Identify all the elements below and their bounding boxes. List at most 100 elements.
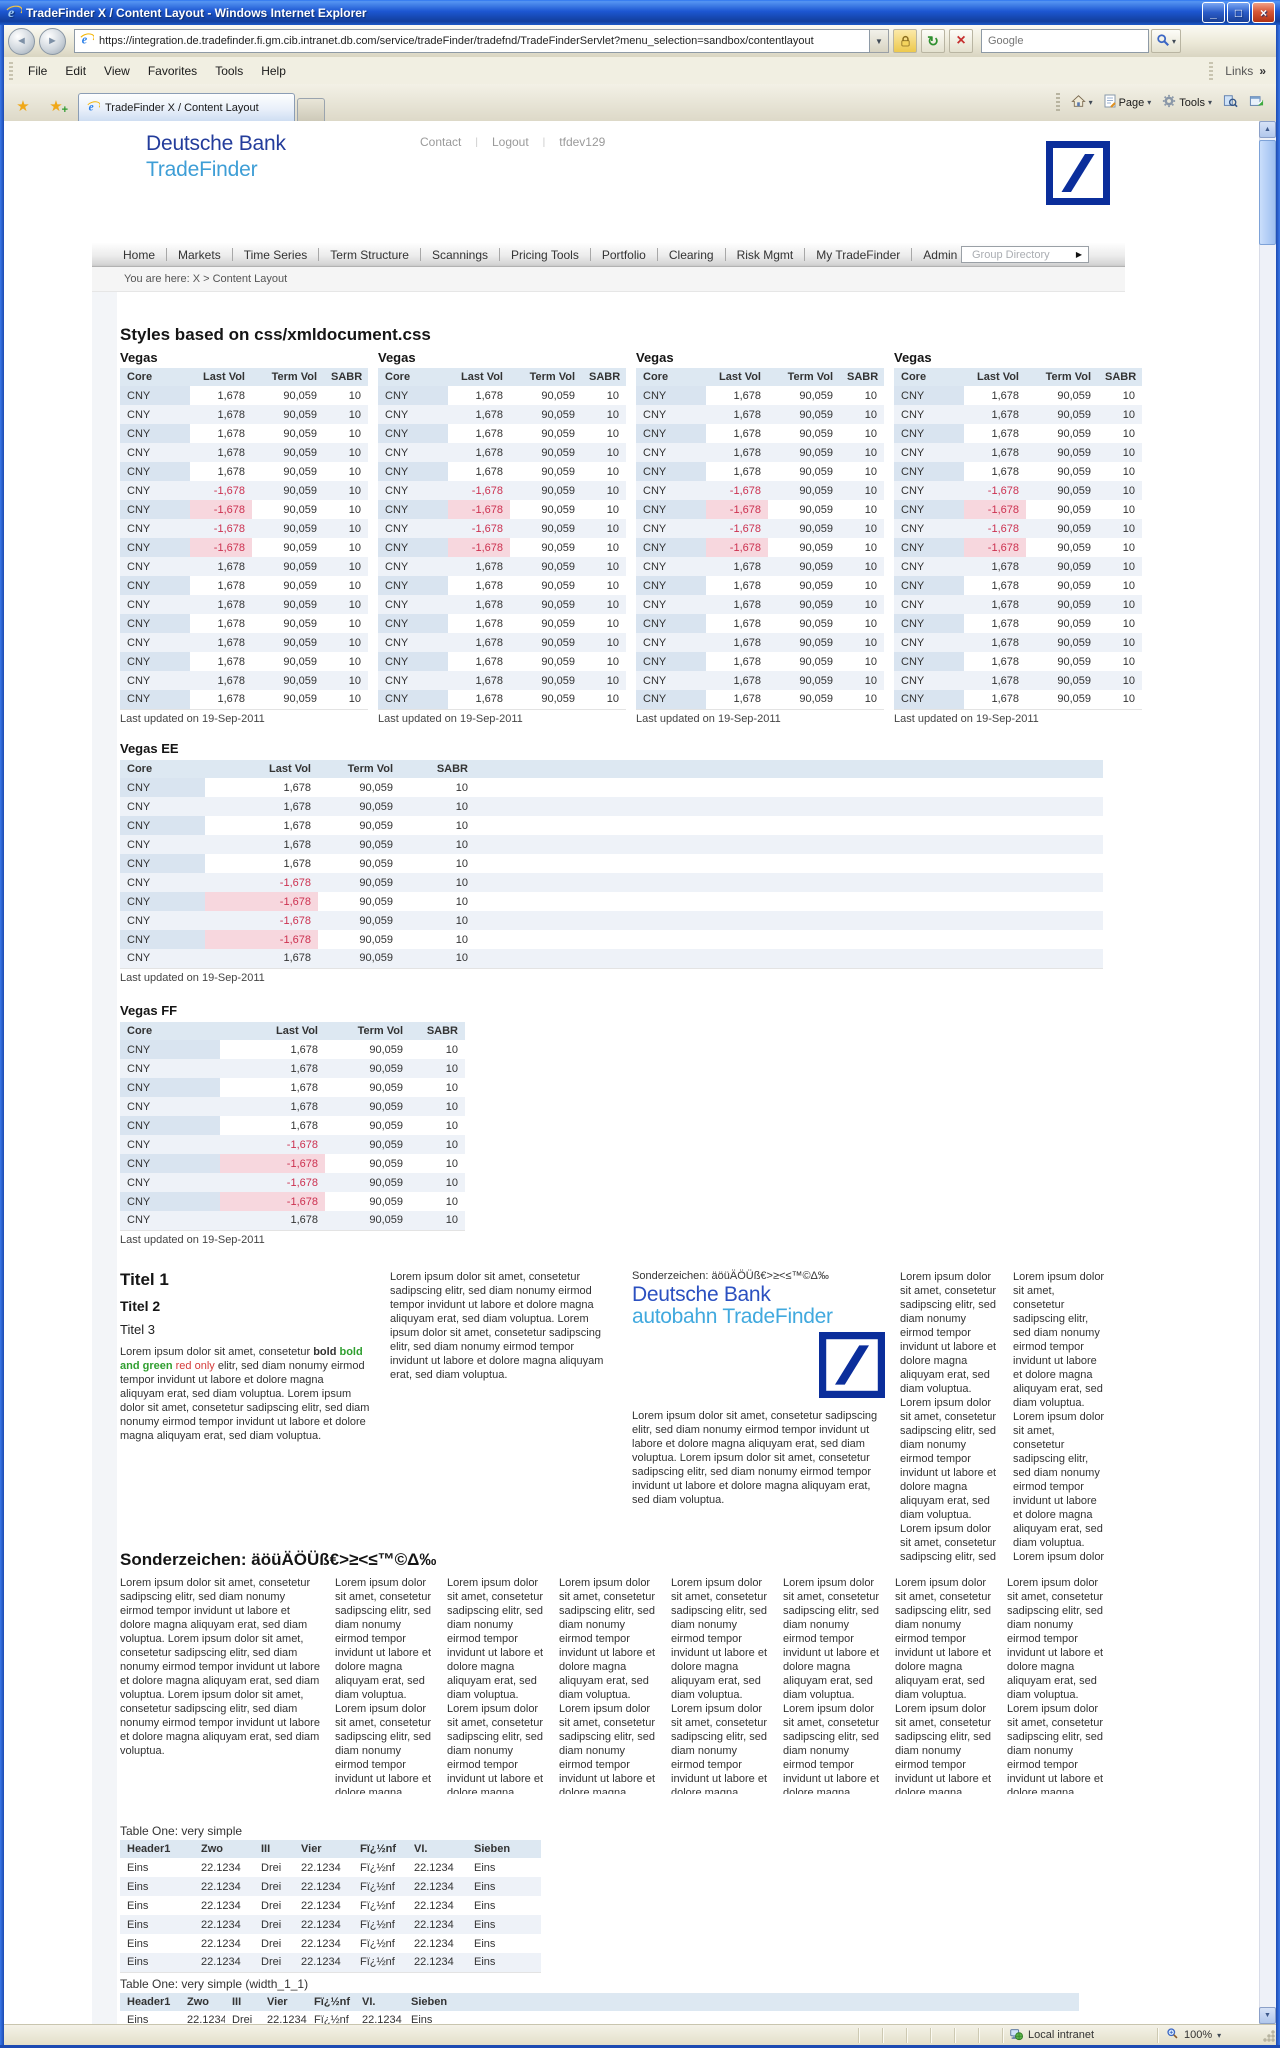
column-header: Term Vol: [252, 368, 324, 386]
table-row: CNY 1,678 90,059 10: [636, 576, 884, 595]
back-button[interactable]: ◄: [8, 27, 35, 55]
table-row: CNY 1,678 90,059 10: [120, 778, 1103, 797]
vegas-ee-table: Core Last Vol Term Vol SABR CNY 1,678 90,059 10…: [120, 760, 1103, 969]
table-header-row: Core Last Vol Term Vol SABR: [120, 760, 1103, 778]
cell: 10: [1098, 671, 1142, 690]
add-favorite-button[interactable]: ★ +: [43, 94, 69, 118]
forward-button[interactable]: ►: [39, 27, 66, 55]
vertical-scrollbar[interactable]: ▲ ▼: [1259, 121, 1276, 2024]
scroll-up-button[interactable]: ▲: [1259, 121, 1276, 138]
table-row: CNY 1,678 90,059 10: [636, 614, 884, 633]
contact-link[interactable]: Contact: [420, 135, 462, 149]
cell: 90,059: [318, 911, 400, 930]
cell: 10: [400, 949, 475, 968]
nav-item-my-tradefinder[interactable]: My TradeFinder: [816, 247, 901, 262]
links-label[interactable]: Links: [1225, 63, 1254, 78]
tools-button[interactable]: Tools ▾: [1158, 90, 1216, 115]
menu-item-view[interactable]: View: [104, 63, 130, 78]
cell: 90,059: [359, 819, 393, 832]
research-button[interactable]: [1219, 90, 1242, 115]
table-row: Eins 22.1234 Drei 22.1234 Fï¿½nf 22.1234 Eins: [120, 1915, 541, 1934]
cell: 10: [864, 617, 877, 630]
cell: 90,059: [369, 1119, 403, 1132]
cell: 1,678: [964, 671, 1026, 690]
refresh-button[interactable]: ↻: [921, 29, 945, 53]
open-external-button[interactable]: [1245, 90, 1268, 115]
nav-item-scannings[interactable]: Scannings: [431, 247, 489, 262]
cell: Eins: [120, 1953, 194, 1972]
cell: 90,059: [325, 1173, 410, 1192]
favorites-button[interactable]: ★: [10, 94, 36, 118]
cell: 1,678: [964, 595, 1026, 614]
cell: 90,059: [369, 1081, 403, 1094]
menu-item-tools[interactable]: Tools: [215, 63, 244, 78]
menu-item-help[interactable]: Help: [261, 63, 286, 78]
zoom-caret[interactable]: ▾: [1217, 2030, 1222, 2040]
cell: Eins: [474, 1861, 496, 1874]
table-row: CNY -1,678 90,059 10: [378, 500, 626, 519]
cell: 90,059: [1026, 557, 1098, 576]
stop-button[interactable]: ×: [949, 29, 973, 53]
table-row: CNY -1,678 90,059 10: [378, 481, 626, 500]
table-row: CNY -1,678 90,059 10: [636, 500, 884, 519]
cell: 1,678: [448, 443, 510, 462]
nav-item-pricing-tools[interactable]: Pricing Tools: [511, 247, 579, 262]
group-directory-dropdown[interactable]: Group Directory ▶: [961, 246, 1089, 263]
nav-item-clearing[interactable]: Clearing: [668, 247, 714, 262]
nav-item-term-structure[interactable]: Term Structure: [330, 247, 409, 262]
menu-item-edit[interactable]: Edit: [65, 63, 87, 78]
menu-item-file[interactable]: File: [28, 63, 48, 78]
search-options-caret[interactable]: ▾: [1172, 36, 1177, 46]
cell: CNY: [636, 595, 706, 614]
autobahn-brand-line2: autobahn TradeFinder: [632, 1305, 833, 1328]
home-button[interactable]: ▾: [1067, 90, 1097, 115]
table-row: CNY 1,678 90,059 10: [894, 576, 1142, 595]
nav-item-risk-mgmt[interactable]: Risk Mgmt: [736, 247, 794, 262]
address-dropdown-button[interactable]: ▼: [870, 29, 889, 53]
tab-tradefinder[interactable]: e TradeFinder X / Content Layout: [78, 93, 295, 121]
cell: 90,059: [799, 693, 833, 706]
cell: 1,678: [220, 1097, 325, 1116]
menu-item-favorites[interactable]: Favorites: [147, 63, 198, 78]
table-row: CNY 1,678 90,059 10: [120, 690, 368, 709]
cell: 90,059: [318, 949, 400, 968]
nav-item-time-series[interactable]: Time Series: [243, 247, 308, 262]
cell: CNY: [894, 443, 964, 462]
text-segment: elitr, sed diam nonumy eirmod tempor inv…: [120, 1360, 370, 1442]
cell: 10: [348, 503, 361, 516]
cell: 90,059: [369, 1043, 403, 1056]
resize-grip[interactable]: [1262, 2027, 1276, 2043]
search-input[interactable]: [986, 34, 1144, 48]
tools-caret[interactable]: ▾: [1207, 98, 1212, 107]
username-link[interactable]: tfdev129: [559, 135, 606, 149]
cell: 90,059: [541, 541, 575, 554]
home-caret[interactable]: ▾: [1088, 98, 1093, 107]
page-caret[interactable]: ▾: [1147, 98, 1152, 107]
maximize-button[interactable]: □: [1227, 2, 1250, 23]
page-button[interactable]: Page ▾: [1100, 90, 1156, 115]
nav-item-admin[interactable]: Admin: [923, 247, 958, 262]
cell: 1,678: [706, 557, 768, 576]
cell: -1,678: [190, 538, 252, 557]
scrollbar-thumb[interactable]: [1259, 140, 1276, 245]
url-input[interactable]: [97, 34, 867, 48]
nav-item-markets[interactable]: Markets: [178, 247, 221, 262]
table-row: CNY 1,678 90,059 10: [120, 443, 368, 462]
search-button[interactable]: ▾: [1151, 29, 1182, 53]
close-button[interactable]: ×: [1252, 2, 1275, 23]
table-row: CNY 1,678 90,059 10: [894, 614, 1142, 633]
logout-link[interactable]: Logout: [491, 135, 529, 149]
nav-item-home[interactable]: Home: [123, 247, 156, 262]
cell: CNY: [894, 405, 964, 424]
separator: |: [475, 136, 478, 148]
minimize-button[interactable]: _: [1202, 2, 1225, 23]
nav-item-portfolio[interactable]: Portfolio: [601, 247, 646, 262]
filler-cell: [475, 911, 1103, 930]
table-row: CNY -1,678 90,059 10: [636, 519, 884, 538]
new-tab-stub[interactable]: [297, 98, 325, 121]
links-chevron-icon[interactable]: »: [1259, 63, 1266, 78]
paragraph: Lorem ipsum dolor sit amet, consetetur s…: [335, 1577, 432, 1794]
zoom-control[interactable]: 100% ▾: [1157, 2027, 1262, 2043]
cell: 10: [840, 405, 884, 424]
scroll-down-button[interactable]: ▼: [1259, 2007, 1276, 2024]
